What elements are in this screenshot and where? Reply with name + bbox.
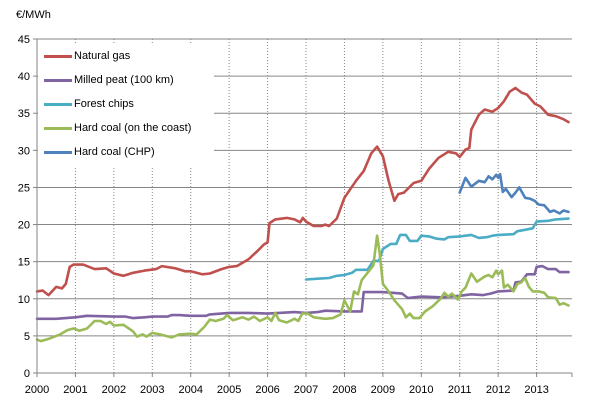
x-tick-label: 2006 [255,384,279,396]
axes: 0 5 10 15 20 25 30 35 40 45 2000 2001 2002 2003 2004 20… [18,34,573,396]
legend-item: Milled peat (100 km) [44,73,174,87]
y-tick-label: 20 [18,220,30,232]
x-tick-label: 2013 [524,384,548,396]
x-tick-label: 2007 [294,384,318,396]
legend: Natural gas Milled peat (100 km) Forest ch… [38,44,214,166]
y-tick-label: 35 [18,108,30,120]
y-tick-label: 30 [18,145,30,157]
x-tick-label: 2000 [25,384,49,396]
x-tick-label: 2001 [63,384,87,396]
series-line-hard-coal-on-the-coast [35,234,570,343]
legend-label: Natural gas [74,50,131,62]
y-tick-label: 0 [24,368,30,380]
y-tick-label: 5 [24,331,30,343]
y-axis-unit-label: €/MWh [16,9,51,21]
x-tick-label: 2011 [448,384,472,396]
y-tick-label: 25 [18,182,30,194]
x-tick-label: 2002 [102,384,126,396]
legend-item: Natural gas [44,49,130,63]
legend-swatch [44,150,72,154]
legend-label: Hard coal (CHP) [74,146,155,158]
series-line-hard-coal-chp [458,172,570,215]
legend-swatch [44,78,72,82]
y-tick-label: 10 [18,294,30,306]
legend-item: Hard coal (on the coast) [44,121,191,135]
x-tick-label: 2009 [371,384,395,396]
x-tick-label: 2012 [486,384,510,396]
y-tick-label: 15 [18,257,30,269]
x-tick-label: 2008 [332,384,356,396]
x-tick-label: 2005 [217,384,241,396]
y-tick-label: 45 [18,34,30,46]
series-line-natural-gas [35,86,570,297]
x-tick-label: 2004 [178,384,202,396]
legend-swatch [44,126,72,130]
legend-label: Milled peat (100 km) [74,74,174,86]
x-tick-label: 2003 [140,384,164,396]
y-tick-label: 40 [18,71,30,83]
series-lines [35,86,570,343]
x-tick-label: 2010 [409,384,433,396]
legend-item: Hard coal (CHP) [44,145,155,159]
legend-swatch [44,102,72,106]
series-line-forest-chips [304,217,570,281]
legend-swatch [44,54,72,58]
legend-label: Hard coal (on the coast) [74,122,192,134]
legend-label: Forest chips [74,98,134,110]
legend-item: Forest chips [44,97,134,111]
